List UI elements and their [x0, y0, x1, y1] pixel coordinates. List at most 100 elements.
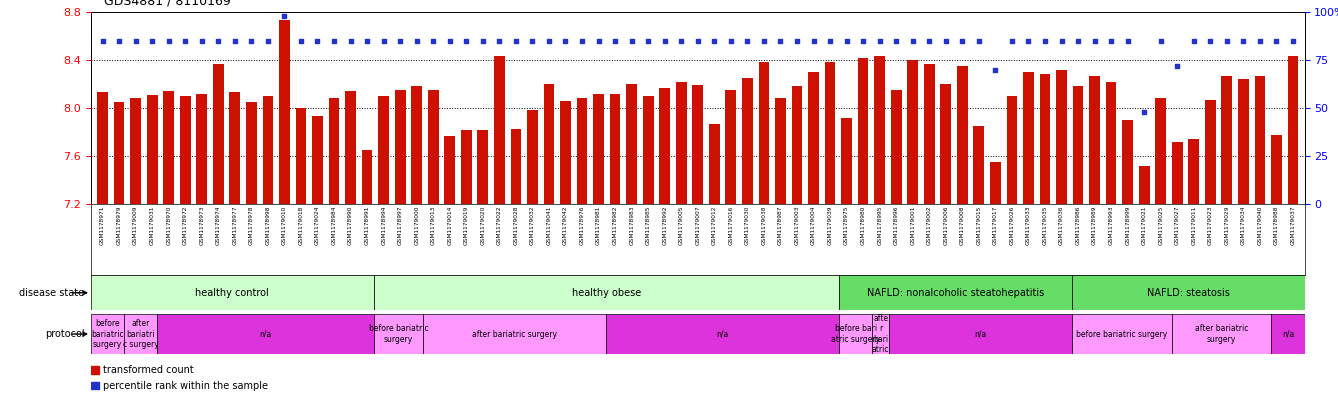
Bar	[527, 110, 538, 204]
Bar	[1172, 314, 1271, 354]
Bar	[660, 88, 670, 204]
Point	[1200, 37, 1222, 44]
Bar	[561, 101, 571, 204]
Bar	[395, 90, 405, 204]
Point	[787, 37, 808, 44]
Bar	[373, 314, 423, 354]
Bar	[593, 94, 603, 204]
Point	[405, 37, 427, 44]
Point	[985, 66, 1006, 73]
Text: protocol: protocol	[44, 329, 84, 339]
Bar	[610, 94, 621, 204]
Point	[637, 37, 658, 44]
Bar	[373, 275, 839, 310]
Point	[1117, 37, 1139, 44]
Point	[836, 37, 858, 44]
Text: GSM1179006: GSM1179006	[943, 206, 949, 245]
Point	[324, 37, 345, 44]
Point	[423, 37, 444, 44]
Point	[688, 37, 709, 44]
Point	[142, 37, 163, 44]
Bar	[891, 90, 902, 204]
Text: GSM1178998: GSM1178998	[265, 206, 270, 245]
Bar	[296, 108, 306, 204]
Point	[522, 37, 543, 44]
Bar	[676, 82, 686, 204]
Text: NAFLD: steatosis: NAFLD: steatosis	[1147, 288, 1230, 298]
Text: GSM1178973: GSM1178973	[199, 206, 205, 245]
Point	[1266, 37, 1287, 44]
Point	[124, 37, 146, 44]
Bar	[759, 62, 769, 204]
Text: GSM1179012: GSM1179012	[712, 206, 717, 245]
Bar	[606, 314, 839, 354]
Bar	[511, 129, 522, 204]
Bar	[361, 150, 372, 204]
Bar	[858, 57, 868, 204]
Text: GSM1179019: GSM1179019	[464, 206, 468, 245]
Text: GSM1178991: GSM1178991	[364, 206, 369, 245]
Text: GSM1178995: GSM1178995	[878, 206, 882, 245]
Text: GSM1179002: GSM1179002	[927, 206, 931, 245]
Bar	[98, 92, 108, 204]
Bar	[1155, 99, 1167, 204]
Point	[472, 37, 494, 44]
Text: transformed count: transformed count	[103, 365, 194, 375]
Text: after bariatric surgery: after bariatric surgery	[472, 330, 558, 338]
Bar	[824, 62, 835, 204]
Text: afte
r
bari
atric: afte r bari atric	[872, 314, 890, 354]
Point	[704, 37, 725, 44]
Text: n/a: n/a	[717, 330, 729, 338]
Bar	[990, 162, 1001, 204]
Bar	[460, 130, 472, 204]
Bar	[974, 126, 985, 204]
Text: GSM1179015: GSM1179015	[977, 206, 981, 245]
Point	[951, 37, 973, 44]
Bar	[1072, 314, 1172, 354]
Text: GSM1179032: GSM1179032	[530, 206, 535, 245]
Text: GSM1178974: GSM1178974	[215, 206, 221, 245]
Point	[753, 37, 775, 44]
Bar	[91, 275, 373, 310]
Text: GSM1179020: GSM1179020	[480, 206, 486, 245]
Text: GSM1178997: GSM1178997	[397, 206, 403, 245]
Text: GSM1179029: GSM1179029	[1224, 206, 1230, 245]
Bar	[262, 96, 273, 204]
Text: GSM1178994: GSM1178994	[381, 206, 387, 245]
Text: GSM1179042: GSM1179042	[563, 206, 569, 245]
Point	[274, 13, 296, 19]
Text: GSM1178993: GSM1178993	[1109, 206, 1113, 245]
Point	[506, 37, 527, 44]
Text: percentile rank within the sample: percentile rank within the sample	[103, 380, 268, 391]
Point	[605, 37, 626, 44]
Bar	[577, 99, 587, 204]
Point	[1084, 37, 1105, 44]
Bar	[1255, 75, 1266, 204]
Bar	[839, 314, 872, 354]
Text: before bari
atric surgery: before bari atric surgery	[831, 324, 880, 344]
Point	[720, 37, 741, 44]
Bar	[423, 314, 606, 354]
Point	[571, 37, 593, 44]
Bar	[839, 275, 1072, 310]
Bar	[91, 314, 124, 354]
Bar	[1056, 70, 1066, 204]
Bar	[872, 314, 888, 354]
Text: GSM1179028: GSM1179028	[514, 206, 518, 245]
Text: GSM1178980: GSM1178980	[860, 206, 866, 245]
Text: GSM1178977: GSM1178977	[233, 206, 237, 245]
Point	[819, 37, 840, 44]
Bar	[246, 102, 257, 204]
Bar	[91, 366, 99, 373]
Bar	[1206, 100, 1216, 204]
Bar	[1105, 82, 1116, 204]
Bar	[792, 86, 803, 204]
Text: GSM1179003: GSM1179003	[795, 206, 800, 245]
Bar	[124, 314, 158, 354]
Point	[92, 37, 114, 44]
Point	[670, 37, 692, 44]
Point	[373, 37, 395, 44]
Bar	[179, 96, 190, 204]
Bar	[941, 84, 951, 204]
Point	[1282, 37, 1303, 44]
